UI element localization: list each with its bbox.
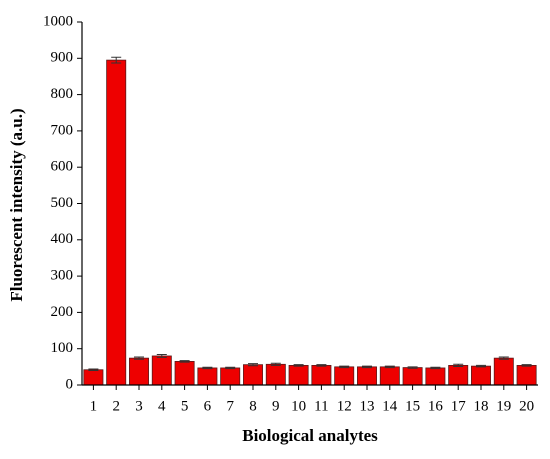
x-axis-title: Biological analytes [242,426,378,445]
bar [265,363,286,386]
error-bar [339,365,350,369]
bar [516,364,537,386]
bar [288,364,309,386]
x-tick-label: 14 [382,398,398,414]
bar [83,369,104,386]
error-bar [293,364,304,367]
x-tick-label: 4 [158,398,166,414]
y-tick-label: 500 [51,195,74,211]
x-tick-label: 7 [226,398,234,414]
bar [243,364,263,386]
error-bar [407,366,418,369]
error-bar [88,368,99,371]
y-tick-label: 0 [66,376,74,392]
x-tick-label: 15 [405,398,420,414]
bar [402,367,423,386]
error-bar [476,364,486,368]
x-tick-label: 10 [291,398,306,414]
y-tick-label: 800 [51,86,74,102]
bar [129,357,149,386]
bar [220,367,241,386]
bar [448,364,469,386]
error-bar [521,364,532,367]
x-tick-label: 13 [360,398,375,414]
bar [334,366,355,386]
y-tick-label: 100 [51,340,74,356]
x-tick-label: 11 [314,398,328,414]
error-bar [270,362,281,366]
error-bar [384,365,395,369]
x-tick-label: 5 [181,398,189,414]
y-tick-label: 200 [51,304,74,320]
x-tick-label: 12 [337,398,352,414]
error-bar [453,363,464,367]
error-bar [498,356,509,360]
x-tick-label: 3 [135,398,143,414]
error-bar [179,360,190,363]
y-tick-label: 400 [51,231,74,247]
x-tick-label: 9 [272,398,280,414]
x-tick-label: 17 [451,398,467,414]
error-bar [362,365,372,369]
x-tick-label: 20 [519,398,534,414]
x-tick-label: 18 [474,398,489,414]
bar [197,367,218,386]
bar [493,357,514,386]
bar [151,355,172,386]
x-tick-label: 19 [496,398,511,414]
error-bar [202,366,213,370]
x-tick-label: 6 [204,398,212,414]
error-bar [430,366,441,370]
y-axis-title: Fluorescent intensity (a.u.) [7,108,26,301]
error-bar [316,364,327,367]
x-tick-label: 2 [112,398,120,414]
y-tick-label: 700 [51,122,74,138]
bar [174,361,195,386]
error-bar [248,363,258,367]
error-bar [225,366,236,370]
error-bar [111,56,122,64]
y-tick-label: 600 [51,159,74,175]
bar [106,59,127,386]
y-tick-label: 300 [51,268,74,284]
x-tick-label: 8 [249,398,257,414]
x-tick-label: 1 [90,398,98,414]
y-tick-label: 1000 [43,13,73,29]
y-tick-label: 900 [51,50,74,66]
bar [357,366,377,386]
bar [425,367,446,386]
error-bar [156,354,167,358]
bar [311,364,332,386]
bar [471,365,491,386]
bar [379,366,400,386]
error-bar [134,356,144,360]
x-tick-label: 16 [428,398,444,414]
